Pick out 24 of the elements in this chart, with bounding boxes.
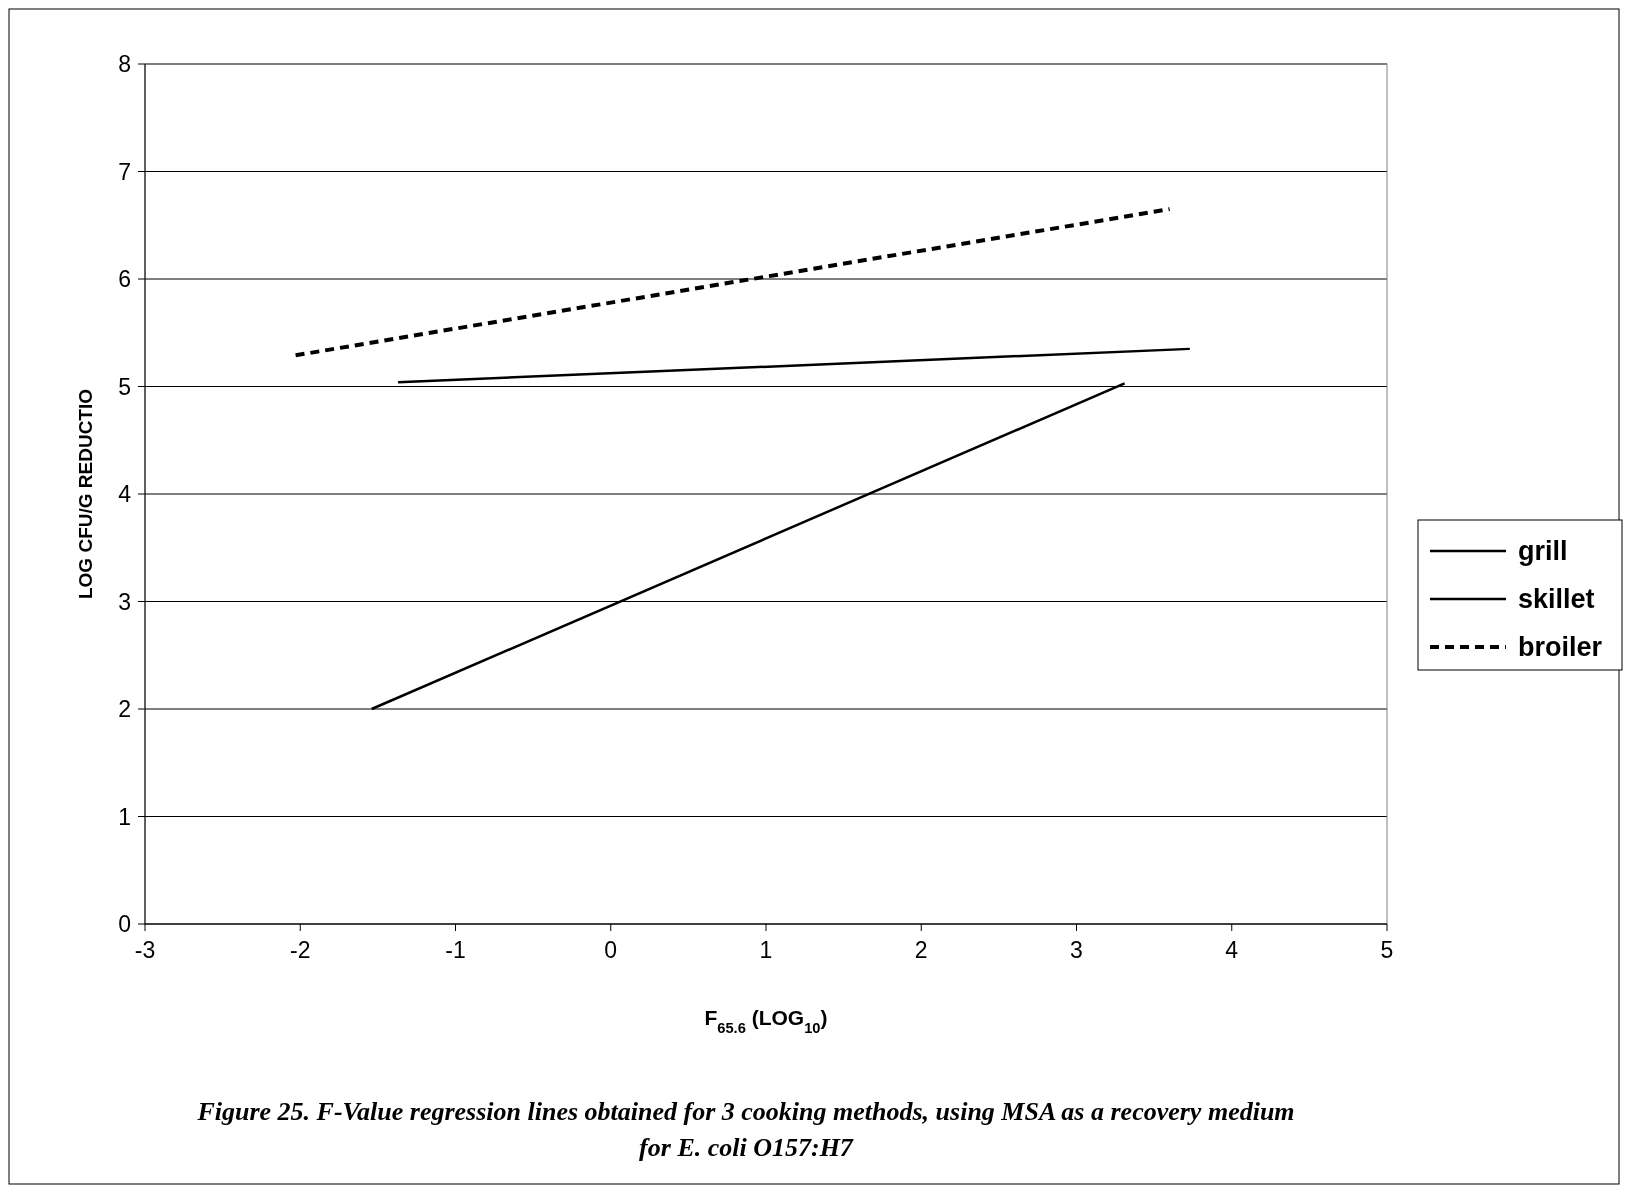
y-tick-label: 1 [118, 803, 131, 830]
x-tick-label: 1 [759, 937, 773, 963]
y-tick-label: 2 [118, 696, 131, 723]
y-tick-label: 0 [118, 911, 131, 938]
x-tick-label: 2 [914, 937, 928, 963]
legend-label: skillet [1518, 584, 1595, 615]
caption: Figure 25. F-Value regression lines obtained for 3 cooking methods, using MSA as a recovery medium for E. coli O157:H7 [196, 1097, 1295, 1162]
x-tick-label: -2 [290, 937, 311, 963]
y-tick-label: 4 [118, 481, 132, 508]
x-tick-label: 4 [1225, 937, 1239, 963]
x-tick-label: -1 [445, 937, 466, 963]
legend-label: grill [1518, 536, 1568, 567]
x-tick-label: -3 [134, 937, 156, 963]
y-axis-title: LOG CFU/G REDUCTIO [75, 388, 96, 600]
y-tick-label: 7 [118, 158, 131, 185]
y-tick-label: 3 [118, 588, 131, 615]
y-tick-label: 6 [118, 266, 131, 293]
x-tick-label: 5 [1380, 937, 1394, 963]
x-tick-label: 3 [1070, 937, 1083, 963]
x-axis-title: F$_{65.6}$ (LOG$_{10}$) [704, 1006, 828, 1036]
x-tick-label: 0 [604, 937, 618, 963]
legend-label: broiler [1518, 632, 1603, 663]
y-tick-label: 8 [118, 51, 131, 78]
y-tick-label: 5 [118, 373, 131, 400]
